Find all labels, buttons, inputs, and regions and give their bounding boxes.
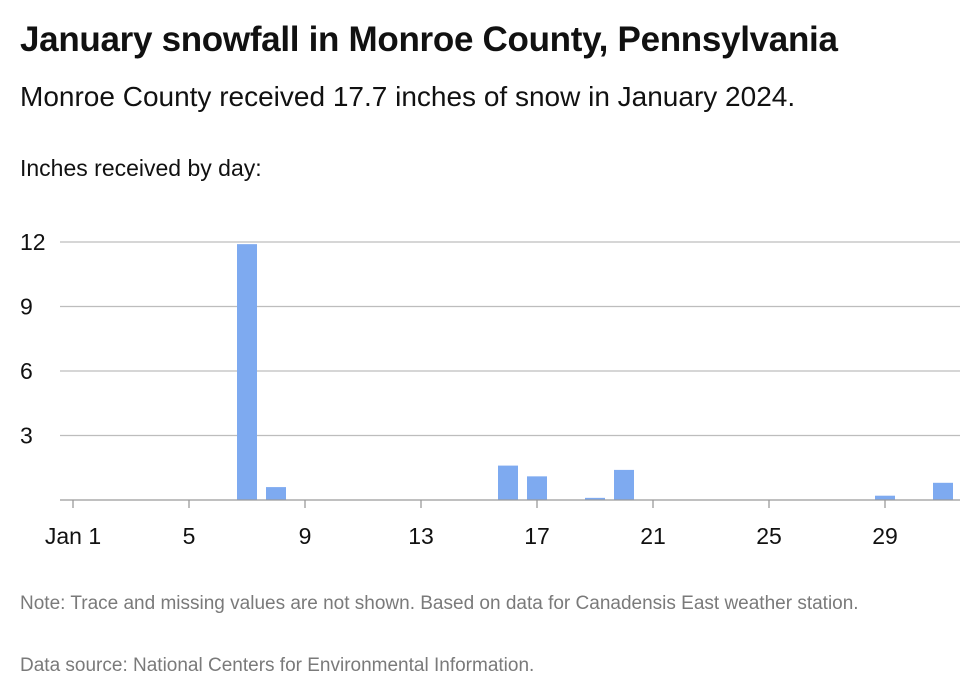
data-source: Data source: National Centers for Enviro… [20, 655, 535, 676]
x-tick-label-21: 21 [640, 523, 666, 549]
bar-jan-19 [585, 497, 605, 500]
bars [237, 244, 953, 500]
y-axis-label: Inches received by day: [20, 155, 262, 181]
bar-jan-31 [933, 482, 953, 500]
bar-jan-20 [614, 469, 634, 500]
chart-note: Note: Trace and missing values are not s… [20, 593, 859, 614]
gridlines [60, 241, 960, 437]
y-tick-labels: 3 6 9 12 [20, 229, 46, 449]
x-tick-label-29: 29 [872, 523, 898, 549]
x-tick-label-25: 25 [756, 523, 782, 549]
chart-subtitle: Monroe County received 17.7 inches of sn… [20, 81, 796, 112]
y-tick-label-9: 9 [20, 294, 33, 320]
y-tick-label-12: 12 [20, 229, 46, 255]
chart-title: January snowfall in Monroe County, Penns… [20, 20, 838, 59]
bar-jan-29 [875, 495, 895, 500]
x-tick-label-9: 9 [299, 523, 312, 549]
bar-chart: 3 6 9 12 Jan 1 5 9 13 17 21 25 29 [20, 229, 960, 549]
y-tick-label-6: 6 [20, 358, 33, 384]
x-tick-label-5: 5 [183, 523, 196, 549]
bar-jan-16 [498, 465, 518, 500]
bar-jan-17 [527, 476, 547, 500]
bar-jan-7 [237, 244, 257, 500]
bar-jan-8 [266, 487, 286, 500]
x-tick-label-13: 13 [408, 523, 434, 549]
x-axis [60, 499, 960, 508]
x-tick-label-1: Jan 1 [45, 523, 101, 549]
x-tick-label-17: 17 [524, 523, 550, 549]
y-tick-label-3: 3 [20, 423, 33, 449]
x-tick-labels: Jan 1 5 9 13 17 21 25 29 [45, 523, 898, 549]
